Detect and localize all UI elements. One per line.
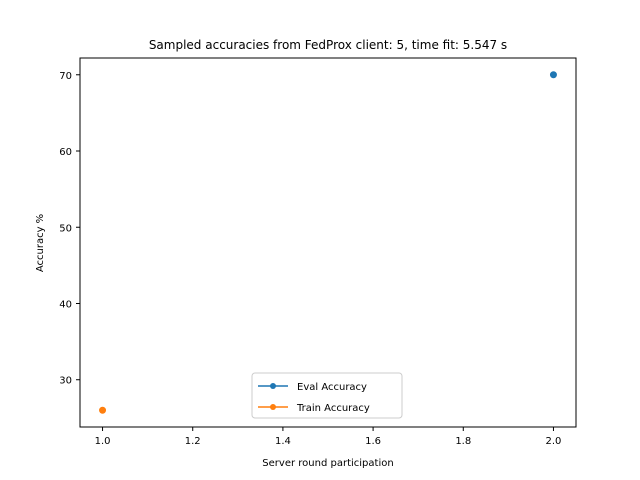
axis-ticks: 1.0 1.2 1.4 1.6 1.8 2.0 30 40 50 60 70 <box>59 71 561 447</box>
x-tick-label: 1.0 <box>95 436 111 447</box>
x-tick-label: 1.8 <box>455 436 471 447</box>
legend-swatch-marker <box>270 404 276 410</box>
legend-label: Eval Accuracy <box>297 382 367 393</box>
y-tick-label: 60 <box>59 147 72 158</box>
series-0 <box>549 71 557 79</box>
y-tick-label: 70 <box>59 71 72 82</box>
y-tick-label: 30 <box>59 376 72 387</box>
series-1 <box>99 406 107 414</box>
legend-entries: Eval Accuracy Train Accuracy <box>258 382 370 414</box>
legend: Eval Accuracy Train Accuracy <box>251 372 403 419</box>
x-tick-label: 1.6 <box>365 436 381 447</box>
y-axis-label: Accuracy % <box>35 214 46 272</box>
y-tick-label: 50 <box>59 223 72 234</box>
x-tick-label: 2.0 <box>546 436 562 447</box>
legend-swatch-marker <box>270 383 276 389</box>
legend-label: Train Accuracy <box>296 403 370 414</box>
y-tick-label: 40 <box>59 299 72 310</box>
data-point <box>99 406 107 414</box>
x-axis-label: Server round participation <box>262 458 393 469</box>
x-tick-label: 1.4 <box>275 436 291 447</box>
x-tick-label: 1.2 <box>185 436 201 447</box>
chart-title: Sampled accuracies from FedProx client: … <box>149 38 507 52</box>
plot-frame <box>79 57 577 428</box>
data-point <box>549 71 557 79</box>
series-layer <box>99 71 557 414</box>
legend-box <box>251 372 403 419</box>
